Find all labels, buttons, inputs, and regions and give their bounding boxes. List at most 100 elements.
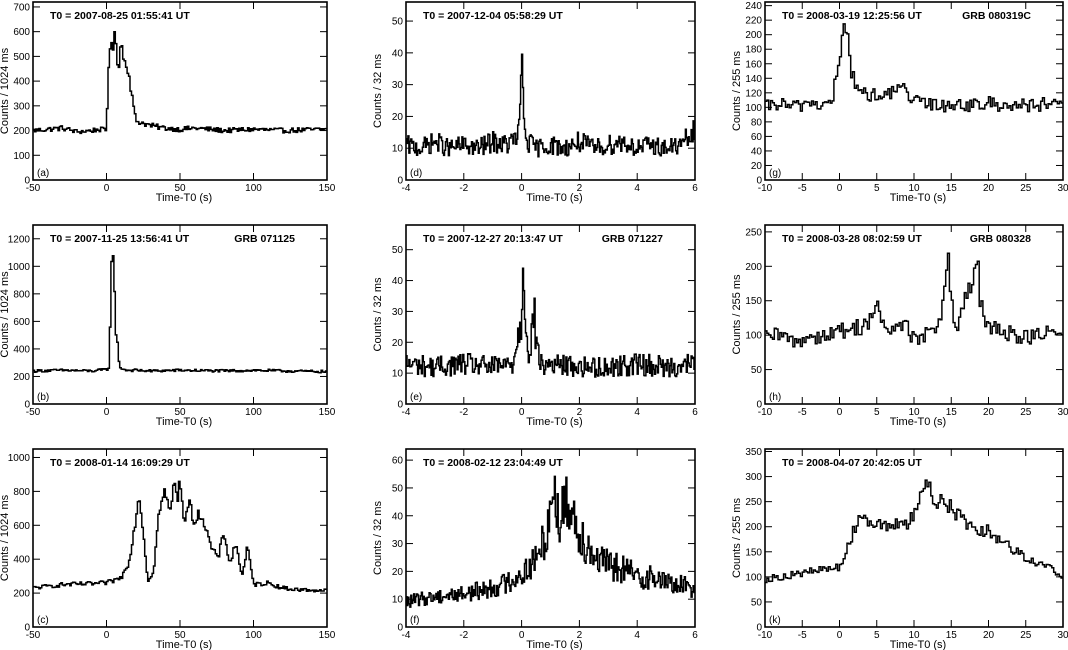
- trigger-time-label: T0 = 2007-08-25 01:55:41 UT: [50, 10, 190, 22]
- x-tick-label: -5: [798, 183, 807, 194]
- light-curve-series: [33, 480, 327, 593]
- y-tick-label: 240: [745, 1, 762, 12]
- y-tick-label: 30: [392, 539, 404, 550]
- y-tick-label: 250: [745, 227, 762, 238]
- x-tick-label: 10: [908, 407, 920, 418]
- y-tick-label: 30: [392, 80, 404, 91]
- light-curve-panel: -10 -5 0 5 10 15 20 25 30050100150200250300350Ti…: [731, 447, 1068, 650]
- x-tick-label: 20: [983, 630, 995, 641]
- trigger-time-label: T0 = 2008-02-12 23:04:49 UT: [423, 457, 563, 469]
- x-tick-label: -5: [798, 407, 807, 418]
- y-tick-label: 1000: [8, 453, 31, 464]
- x-tick-label: 6: [692, 183, 698, 194]
- grb-name-label: GRB 080319C: [962, 10, 1031, 22]
- x-tick-label: 25: [1020, 183, 1032, 194]
- x-tick-label: 0: [837, 183, 843, 194]
- x-axis-title: Time-T0 (s): [526, 639, 582, 650]
- y-tick-label: 50: [751, 597, 763, 608]
- x-tick-label: 150: [319, 630, 336, 641]
- y-tick-label: 0: [397, 623, 403, 634]
- trigger-time-label: T0 = 2008-04-07 20:42:05 UT: [782, 457, 922, 469]
- y-tick-label: 1200: [8, 234, 31, 245]
- y-tick-label: 0: [24, 176, 30, 187]
- y-tick-label: 60: [392, 456, 404, 467]
- light-curve-panel: -4 -2 0 2 4 6 0 10 20 30 40 50 Time-T0 (s) Counts / 3…: [372, 224, 698, 428]
- y-tick-label: 600: [13, 317, 30, 328]
- x-tick-label: 25: [1020, 630, 1032, 641]
- light-curve-panel: -50 0 50 100 150020040060080010001200Time-T0…: [0, 224, 336, 428]
- light-curve-series: [33, 31, 327, 135]
- x-tick-label: 15: [946, 183, 958, 194]
- x-tick-label: -4: [402, 407, 411, 418]
- y-tick-label: 400: [13, 555, 30, 566]
- light-curve-panel: -50 0 50 100 1500100200300400500600700Time-T…: [0, 1, 336, 204]
- y-axis-title: Counts / 32 ms: [372, 277, 384, 351]
- y-tick-label: 40: [392, 511, 404, 522]
- panel-letter: (b): [37, 392, 49, 403]
- x-tick-label: -50: [26, 183, 41, 194]
- x-tick-label: -10: [758, 407, 773, 418]
- grb-name-label: GRB 071227: [602, 233, 663, 245]
- y-tick-label: 600: [13, 521, 30, 532]
- plot-frame: [405, 224, 696, 405]
- x-tick-label: 4: [634, 630, 640, 641]
- x-tick-label: -4: [402, 630, 411, 641]
- y-tick-label: 200: [745, 262, 762, 273]
- plot-frame: [32, 1, 328, 181]
- y-tick-label: 160: [745, 59, 762, 70]
- x-tick-label: 0: [104, 407, 110, 418]
- x-tick-label: -10: [758, 630, 773, 641]
- plot-frame: [32, 448, 328, 628]
- y-tick-label: 20: [392, 112, 404, 123]
- x-tick-label: 10: [908, 630, 920, 641]
- y-tick-label: 0: [24, 623, 30, 634]
- x-tick-label: 30: [1057, 183, 1068, 194]
- x-tick-label: 4: [634, 183, 640, 194]
- y-tick-label: 200: [745, 30, 762, 41]
- trigger-time-label: T0 = 2008-03-19 12:25:56 UT: [782, 10, 922, 22]
- y-tick-label: 300: [13, 101, 30, 112]
- x-tick-label: 0: [519, 630, 525, 641]
- light-curve-panel: -4 -2 0 2 4 6 0 10 20 30 40 50 Time-T0 (s) Counts / 3…: [372, 1, 698, 204]
- y-tick-label: 10: [392, 595, 404, 606]
- x-tick-label: 20: [983, 183, 995, 194]
- y-axis-title: Counts / 32 ms: [372, 54, 384, 128]
- x-axis-title: Time-T0 (s): [890, 639, 946, 650]
- trigger-time-label: T0 = 2007-12-04 05:58:29 UT: [423, 10, 563, 22]
- x-tick-label: 0: [519, 407, 525, 418]
- plot-frame: [764, 448, 1064, 628]
- x-tick-label: 30: [1057, 630, 1068, 641]
- y-tick-label: 0: [756, 623, 762, 634]
- y-tick-label: 50: [392, 483, 404, 494]
- plot-frame: [764, 1, 1064, 181]
- trigger-time-label: T0 = 2008-01-14 16:09:29 UT: [50, 457, 190, 469]
- y-tick-label: 150: [745, 296, 762, 307]
- y-tick-label: 0: [756, 176, 762, 187]
- y-tick-label: 600: [13, 27, 30, 38]
- y-tick-label: 100: [13, 151, 30, 162]
- y-tick-label: 350: [745, 447, 762, 458]
- plot-frame: [405, 1, 696, 181]
- x-tick-label: 4: [634, 407, 640, 418]
- x-axis-title: Time-T0 (s): [526, 192, 582, 204]
- y-tick-label: 20: [392, 567, 404, 578]
- y-tick-label: 120: [745, 88, 762, 99]
- x-tick-label: 0: [104, 630, 110, 641]
- x-tick-label: 100: [245, 183, 262, 194]
- trigger-time-label: T0 = 2007-11-25 13:56:41 UT: [50, 233, 190, 245]
- y-tick-label: 0: [24, 400, 30, 411]
- x-tick-label: 50: [174, 407, 186, 418]
- y-tick-label: 0: [756, 400, 762, 411]
- x-tick-label: 10: [908, 183, 920, 194]
- y-tick-label: 50: [751, 365, 763, 376]
- light-curve-series: [765, 479, 1063, 584]
- y-tick-label: 30: [392, 307, 404, 318]
- y-axis-title: Counts / 32 ms: [372, 501, 384, 575]
- x-tick-label: 0: [837, 407, 843, 418]
- y-axis-title: Counts / 255 ms: [731, 497, 743, 578]
- x-tick-label: 20: [983, 407, 995, 418]
- y-tick-label: 100: [745, 331, 762, 342]
- x-tick-label: -10: [758, 183, 773, 194]
- y-tick-label: 800: [13, 487, 30, 498]
